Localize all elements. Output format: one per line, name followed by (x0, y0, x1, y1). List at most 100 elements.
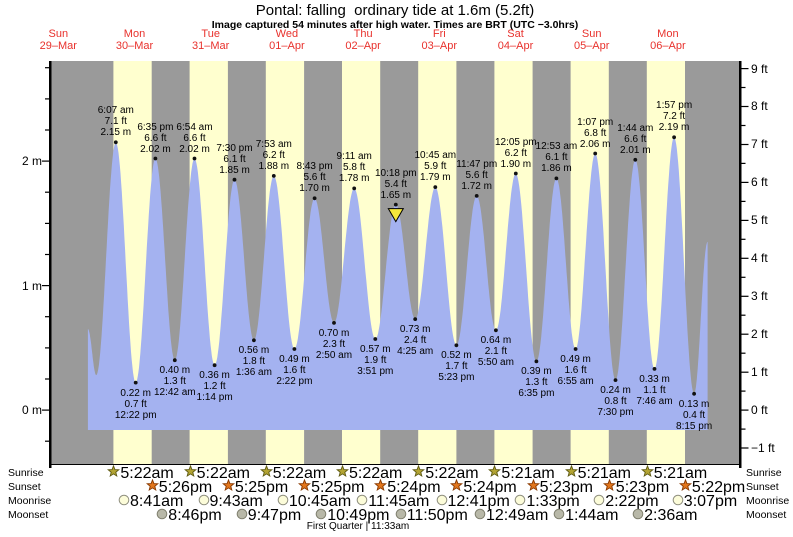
left-axis-tick (42, 285, 49, 287)
page-title: Pontal: falling ordinary tide at 1.6m (5… (255, 2, 535, 19)
tide-height-ft: 6.1 ft (223, 153, 246, 165)
left-axis-tick (45, 440, 49, 442)
day-date: 06–Apr (650, 40, 686, 52)
tide-time: 10:18 pm (374, 167, 417, 179)
day-label: Fri 03–Apr (422, 28, 457, 52)
page-subtitle: Image captured 54 minutes after high wat… (211, 19, 579, 31)
right-axis-tick (741, 105, 749, 108)
tide-height-ft: 5.8 ft (343, 162, 366, 174)
right-axis-tick (741, 295, 749, 297)
tide-height-m: 0.64 m (480, 335, 512, 347)
tide-point-dot (153, 156, 158, 161)
tide-height-m: 1.79 m (420, 172, 451, 184)
tide-height-ft: 1.3 ft (525, 377, 548, 389)
day-label: Sun 29–Mar (40, 28, 77, 52)
tide-point-dot (373, 337, 378, 341)
moonset-circle-icon (315, 507, 327, 525)
tide-height-ft: 7.2 ft (662, 111, 686, 123)
high-tide-annotation: 9:11 am 5.8 ft 1.78 m (336, 151, 371, 184)
tide-time: 5:23 pm (438, 372, 475, 384)
astro-row-label-moonset-left: Moonset (8, 509, 49, 521)
tide-time: 6:35 pm (518, 388, 555, 400)
day-label: Wed 01–Apr (269, 28, 304, 52)
moonset-event: 1:44am (553, 507, 618, 524)
sunset-event: 5:25pm (221, 478, 288, 497)
moonset-event: 9:47pm (236, 506, 302, 524)
tide-height-m: 1.72 m (461, 180, 492, 192)
tide-time: 12:22 pm (114, 409, 157, 421)
moon-phase-label: First Quarter | 11:33am (306, 521, 410, 532)
high-tide-annotation: 1:44 am 6.6 ft 2.01 m (617, 123, 653, 156)
sunrise-time: 5:21am (501, 464, 555, 482)
tide-point-dot (573, 347, 578, 351)
tide-point-dot (494, 328, 498, 333)
y-axis-right-label: 4 ft (751, 251, 768, 266)
low-tide-annotation: 0.49 m 1.6 ft 6:55 am (558, 354, 594, 387)
y-axis-left-label: 0 m (21, 403, 42, 417)
tide-point-dot (252, 338, 256, 343)
tide-height-ft: 1.2 ft (203, 381, 226, 393)
sunrise-event: 5:21am (564, 464, 631, 483)
tide-point-dot (474, 194, 479, 198)
tide-point-dot (534, 359, 539, 364)
sunrise-time: 5:22am (349, 464, 403, 482)
tide-height-ft: 5.6 ft (303, 172, 326, 184)
moonrise-event: 2:22pm (593, 493, 659, 510)
low-tide-annotation: 0.64 m 2.1 ft 5:50 am (478, 335, 514, 368)
astro-row-label-sunset-left: Sunset (8, 481, 41, 493)
left-axis-tick (45, 222, 49, 224)
day-date: 02–Apr (345, 40, 381, 52)
tide-height-m: 1.70 m (299, 183, 330, 195)
tide-time: 1:44 am (617, 122, 654, 134)
tide-height-m: 2.02 m (140, 143, 171, 155)
high-tide-annotation: 12:05 pm 6.2 ft 1.90 m (495, 137, 537, 170)
moonset-time: 9:47pm (247, 506, 302, 524)
tide-height-ft: 6.2 ft (504, 147, 527, 159)
moonrise-circle-icon (514, 493, 526, 511)
moonrise-time: 1:33pm (526, 492, 580, 510)
moonrise-time: 9:43am (209, 492, 263, 510)
tide-time: 2:22 pm (276, 376, 313, 387)
tide-height-m: 1.90 m (500, 158, 532, 170)
right-axis-tick (741, 314, 746, 316)
sunrise-event: 5:22am (259, 464, 326, 482)
moonset-time: 8:46pm (168, 506, 222, 524)
moonset-circle-icon (632, 507, 644, 525)
high-tide-annotation: 8:43 pm 5.6 ft 1.70 m (297, 161, 333, 194)
sunset-star-icon (678, 478, 692, 497)
day-weekday: Thu (353, 28, 373, 40)
left-axis-line (49, 61, 52, 468)
tide-time: 7:30 pm (597, 407, 634, 419)
moonrise-circle-icon (198, 493, 210, 511)
low-tide-annotation: 0.24 m 0.8 ft 7:30 pm (597, 385, 633, 418)
tide-height-m: 2.19 m (658, 122, 690, 134)
tide-height-m: 0.22 m (120, 387, 151, 399)
sunrise-star-icon (564, 464, 578, 483)
sunset-star-icon (221, 478, 235, 497)
tide-height-m: 1.86 m (541, 163, 572, 175)
tide-height-ft: 6.2 ft (262, 149, 285, 161)
tide-height-ft: 6.6 ft (183, 132, 206, 144)
sunset-event: 5:24pm (450, 478, 517, 496)
tide-time: 11:47 pm (456, 158, 498, 170)
bottom-axis-line (49, 464, 740, 465)
moonset-event: 12:49am (474, 507, 548, 524)
right-axis-tick (741, 162, 746, 164)
right-axis-tick (741, 428, 746, 430)
sunset-time: 5:23pm (539, 478, 593, 496)
low-tide-annotation: 0.52 m 1.7 ft 5:23 pm (438, 350, 474, 383)
tide-time: 6:07 am (97, 105, 134, 117)
tide-point-dot (312, 196, 317, 201)
tide-point-dot (652, 367, 657, 371)
tide-point-dot (633, 157, 638, 162)
tide-point-dot (232, 177, 237, 182)
y-axis-right-label: 0 ft (751, 403, 768, 417)
day-date: 29–Mar (39, 40, 77, 52)
high-tide-annotation: 7:53 am 6.2 ft 1.88 m (256, 139, 292, 172)
right-axis-tick (741, 276, 746, 278)
current-tide-triangle-icon (387, 208, 405, 223)
tide-time: 7:46 am (636, 395, 673, 407)
tide-time: 4:25 am (397, 346, 434, 358)
moonset-time: 2:36am (644, 506, 698, 524)
